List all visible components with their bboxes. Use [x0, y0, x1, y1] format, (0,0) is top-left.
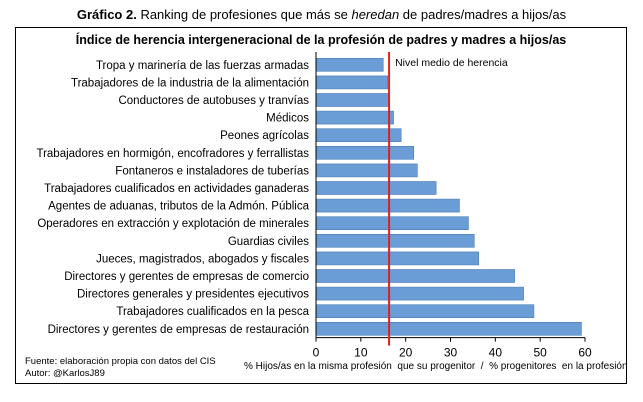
bar: [315, 304, 535, 319]
category-label: Fontaneros e instaladores de tuberías: [115, 165, 309, 177]
bar: [315, 198, 460, 213]
x-tick-label: 60: [578, 346, 592, 360]
page-title: Gráfico 2. Ranking de profesiones que má…: [0, 7, 643, 22]
category-label: Conductores de autobuses y tranvías: [118, 95, 309, 107]
reference-line-label: Nivel medio de herencia: [395, 57, 508, 69]
x-tick-label: 30: [444, 346, 458, 360]
bar: [315, 93, 389, 107]
category-label: Trabajadores en hormigón, encofradores y…: [36, 148, 309, 160]
x-tick-label: 10: [354, 346, 368, 360]
category-label: Tropa y marinería de las fuerzas armadas: [96, 60, 309, 72]
title-text-before: Ranking de profesiones que más se: [136, 7, 352, 22]
category-label: Jueces, magistrados, abogados y fiscales: [96, 253, 309, 265]
figure-number: Gráfico 2.: [76, 7, 137, 22]
category-label: Directores generales y presidentes ejecu…: [77, 289, 309, 301]
bar: [315, 110, 394, 125]
source-note: Fuente: elaboración propia con datos del…: [25, 356, 216, 367]
category-label: Operadores en extracción y explotación d…: [37, 218, 309, 230]
bar: [315, 216, 469, 230]
category-label: Guardias civiles: [228, 236, 309, 248]
bar: [315, 286, 524, 301]
bar: [315, 57, 384, 72]
bar: [315, 75, 389, 90]
category-label: Trabajadores cualificados en la pesca: [116, 306, 309, 318]
x-tick-label: 20: [399, 346, 413, 360]
chart-frame: Índice de herencia intergeneracional de …: [15, 27, 628, 384]
bar-chart: Tropa y marinería de las fuerzas armadas…: [36, 52, 592, 360]
title-emphasis: heredan: [351, 7, 400, 22]
bar: [315, 321, 582, 336]
bar: [315, 251, 480, 266]
bar: [315, 181, 437, 195]
category-label: Peones agrícolas: [220, 130, 309, 142]
title-text-after: de padres/madres a hijos/as: [399, 7, 567, 22]
category-label: Directores y gerentes de empresas de res…: [48, 324, 309, 336]
bar: [315, 269, 515, 283]
category-label: Trabajadores de la industria de la alime…: [71, 77, 309, 89]
category-label: Agentes de aduanas, tributos de la Admón…: [48, 201, 309, 213]
x-tick-label: 50: [533, 346, 547, 360]
category-label: Directores y gerentes de empresas de com…: [64, 271, 309, 283]
x-tick-label: 0: [313, 346, 320, 360]
author-note: Autor: @KarlosJ89: [25, 368, 105, 379]
bar: [315, 146, 415, 160]
x-axis-label: % Hijos/as en la misma profesión que su …: [244, 361, 628, 372]
category-label: Trabajadores cualificados en actividades…: [44, 183, 309, 195]
chart-title: Índice de herencia intergeneracional de …: [75, 33, 567, 47]
x-tick-label: 40: [489, 346, 503, 360]
bar: [315, 163, 418, 178]
category-label: Médicos: [266, 113, 309, 125]
bar: [315, 234, 475, 248]
